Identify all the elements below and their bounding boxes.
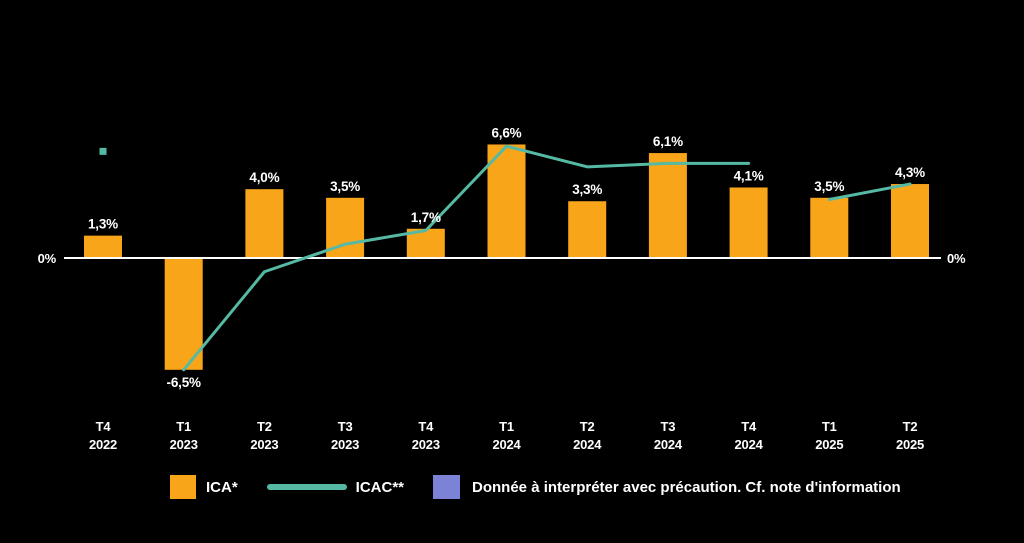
x-axis-year-label: 2023	[331, 437, 359, 452]
bar-value-label: 3,5%	[330, 179, 360, 194]
x-axis-quarter-label: T3	[661, 419, 676, 434]
x-axis-year-label: 2023	[250, 437, 278, 452]
ica-bar	[648, 153, 687, 258]
bar-value-label: 6,6%	[492, 125, 522, 140]
bar-value-label: 3,5%	[814, 179, 844, 194]
x-axis-quarter-label: T3	[338, 419, 353, 434]
bar-value-label: 3,3%	[572, 182, 602, 197]
x-axis-quarter-label: T4	[96, 419, 112, 434]
legend: ICA* ICAC** Donnée à interpréter avec pr…	[170, 473, 901, 501]
bar-value-label: 4,1%	[734, 168, 764, 183]
bar-value-label: 4,3%	[895, 165, 925, 180]
x-axis-quarter-label: T2	[903, 419, 918, 434]
bar-value-label: -6,5%	[167, 375, 201, 390]
ica-bar	[568, 201, 607, 258]
x-axis-quarter-label: T1	[499, 419, 514, 434]
ica-bar	[729, 187, 768, 258]
ica-bar-swatch-icon	[170, 475, 196, 499]
bar-value-label: 1,7%	[411, 210, 441, 225]
x-axis-quarter-label: T2	[257, 419, 272, 434]
legend-icac-label: ICAC**	[355, 478, 405, 496]
zero-label-left: 0%	[38, 251, 57, 266]
x-axis-quarter-label: T4	[418, 419, 434, 434]
x-axis-year-label: 2022	[89, 437, 117, 452]
x-axis-year-label: 2024	[573, 437, 602, 452]
ica-bar	[891, 184, 929, 258]
legend-caution-label: Donnée à interpréter avec précaution. Cf…	[472, 478, 901, 496]
ica-bar	[810, 197, 849, 258]
zero-axis-line	[64, 257, 941, 259]
x-axis-year-label: 2023	[170, 437, 198, 452]
x-axis-year-label: 2024	[735, 437, 764, 452]
x-axis-quarter-label: T2	[580, 419, 595, 434]
x-axis-year-label: 2024	[654, 437, 683, 452]
icac-line	[827, 182, 912, 202]
x-axis-year-label: 2025	[815, 437, 843, 452]
ica-bar	[164, 258, 203, 370]
icac-line-swatch-icon	[266, 484, 347, 490]
ica-bar	[245, 189, 284, 258]
icac-point-marker	[99, 147, 107, 155]
ica-bar	[487, 144, 526, 258]
x-axis-quarter-label: T1	[176, 419, 191, 434]
x-axis-year-label: 2025	[896, 437, 924, 452]
bar-value-label: 6,1%	[653, 134, 683, 149]
caution-swatch-icon	[433, 475, 461, 499]
zero-label-right: 0%	[947, 251, 966, 266]
icac-line	[182, 144, 751, 372]
legend-ica-label: ICA*	[206, 478, 238, 496]
x-axis-quarter-label: T1	[822, 419, 837, 434]
bar-value-label: 1,3%	[88, 217, 118, 232]
bar-value-label: 4,0%	[249, 170, 279, 185]
ica-bar	[84, 235, 122, 258]
x-axis-year-label: 2023	[412, 437, 440, 452]
x-axis-quarter-label: T4	[741, 419, 757, 434]
x-axis-year-label: 2024	[492, 437, 521, 452]
